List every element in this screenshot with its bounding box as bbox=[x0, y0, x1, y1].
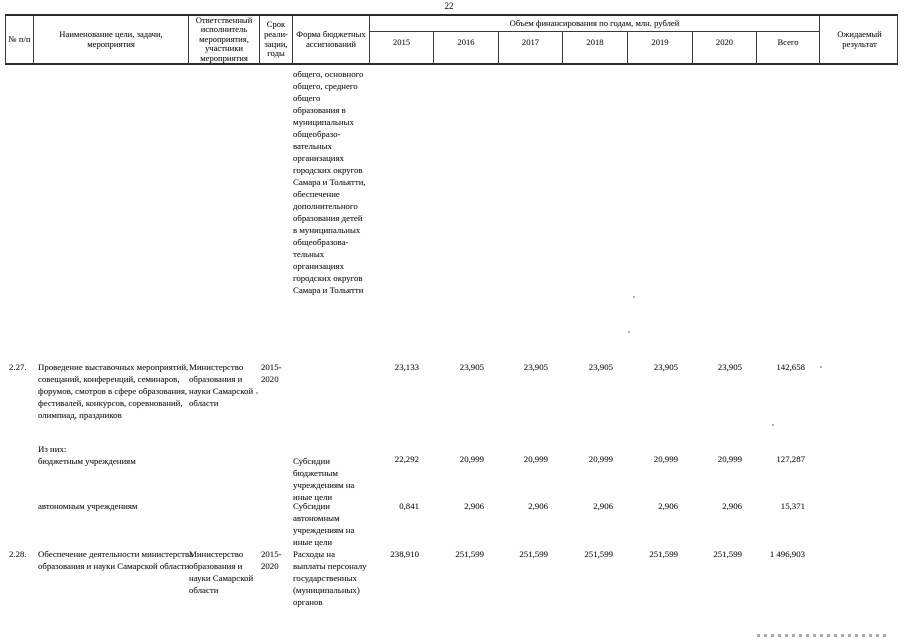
table-body: общего, основного общего, среднего общег… bbox=[6, 65, 898, 640]
value-2018: 251,599 bbox=[584, 549, 613, 559]
value-2015: 238,910 bbox=[390, 549, 419, 559]
financing-table: № п/п Наименование цели, задачи, меропри… bbox=[5, 14, 898, 640]
table-row: автономным учреждениям Субсидии автономн… bbox=[6, 497, 898, 547]
value-2015: 0,841 bbox=[399, 501, 419, 511]
value-2019: 20,999 bbox=[653, 454, 678, 464]
col-header-2019: 2019 bbox=[627, 32, 692, 63]
activity-name: Обеспечение деятельности министерства об… bbox=[38, 549, 193, 571]
value-2017: 2,906 bbox=[528, 501, 548, 511]
table-row: 2.27. Проведение выставочных мероприятий… bbox=[6, 358, 898, 440]
budget-form: Субсидии бюджетным учреждениям на иные ц… bbox=[293, 456, 355, 502]
value-2019: 251,599 bbox=[649, 549, 678, 559]
value-total: 127,287 bbox=[776, 454, 805, 464]
value-total: 1 496,903 bbox=[769, 549, 805, 559]
col-header-total: Всего bbox=[756, 32, 819, 63]
value-2020: 23,905 bbox=[717, 362, 742, 372]
value-2015: 22,292 bbox=[394, 454, 419, 464]
period: 2015- 2020 bbox=[261, 549, 282, 571]
scan-speck bbox=[256, 392, 258, 394]
table-row: Из них: бюджетным учреждениям Субсидии б… bbox=[6, 440, 898, 502]
scan-edge-artifact bbox=[757, 634, 887, 637]
scan-speck bbox=[772, 424, 774, 426]
table-header: № п/п Наименование цели, задачи, меропри… bbox=[5, 14, 898, 65]
activity-name: автономным учреждениям bbox=[38, 501, 138, 511]
col-header-2020: 2020 bbox=[692, 32, 756, 63]
scan-speck bbox=[628, 331, 630, 333]
value-2019: 2,906 bbox=[658, 501, 678, 511]
activity-name: Проведение выставочных мероприятий, сове… bbox=[38, 362, 189, 420]
col-header-2016: 2016 bbox=[433, 32, 498, 63]
value-2017: 23,905 bbox=[523, 362, 548, 372]
value-2016: 20,999 bbox=[459, 454, 484, 464]
value-2017: 251,599 bbox=[519, 549, 548, 559]
row-number: 2.27. bbox=[9, 362, 27, 372]
executor: Министерство образования и науки Самарск… bbox=[189, 362, 254, 408]
col-header-period: Срок реали- зации, годы bbox=[259, 16, 292, 63]
col-header-form: Форма бюджетных ассигнований bbox=[292, 16, 369, 63]
col-header-2017: 2017 bbox=[498, 32, 562, 63]
col-header-result: Ожидаемый результат bbox=[819, 16, 899, 63]
value-2020: 20,999 bbox=[717, 454, 742, 464]
col-header-financing: Объем финансирования по годам, млн. рубл… bbox=[369, 16, 819, 32]
value-2016: 23,905 bbox=[459, 362, 484, 372]
budget-form: общего, основного общего, среднего общег… bbox=[293, 69, 366, 295]
page-number: 22 bbox=[444, 1, 454, 11]
value-2016: 2,906 bbox=[464, 501, 484, 511]
value-2019: 23,905 bbox=[653, 362, 678, 372]
table-row: общего, основного общего, среднего общег… bbox=[6, 65, 898, 358]
value-2017: 20,999 bbox=[523, 454, 548, 464]
col-header-name: Наименование цели, задачи, мероприятия bbox=[33, 16, 188, 63]
value-total: 15,371 bbox=[780, 501, 805, 511]
period: 2015- 2020 bbox=[261, 362, 282, 384]
value-total: 142,658 bbox=[776, 362, 805, 372]
value-2018: 20,999 bbox=[588, 454, 613, 464]
scan-speck bbox=[633, 296, 635, 298]
activity-name: Из них: бюджетным учреждениям bbox=[38, 444, 136, 466]
value-2016: 251,599 bbox=[455, 549, 484, 559]
col-header-executor: Ответственный исполнитель мероприятия, у… bbox=[188, 16, 259, 63]
col-header-2015: 2015 bbox=[369, 32, 433, 63]
scan-speck bbox=[820, 366, 822, 368]
budget-form: Расходы на выплаты персоналу государстве… bbox=[293, 549, 367, 607]
value-2015: 23,133 bbox=[394, 362, 419, 372]
value-2020: 251,599 bbox=[713, 549, 742, 559]
col-header-2018: 2018 bbox=[562, 32, 627, 63]
value-2018: 2,906 bbox=[593, 501, 613, 511]
row-number: 2.28. bbox=[9, 549, 27, 559]
executor: Министерство образования и науки Самарск… bbox=[189, 549, 254, 595]
value-2018: 23,905 bbox=[588, 362, 613, 372]
value-2020: 2,906 bbox=[722, 501, 742, 511]
budget-form: Субсидии автономным учреждениям на иные … bbox=[293, 501, 355, 547]
table-row: 2.28. Обеспечение деятельности министерс… bbox=[6, 545, 898, 640]
col-header-num: № п/п bbox=[8, 33, 31, 44]
